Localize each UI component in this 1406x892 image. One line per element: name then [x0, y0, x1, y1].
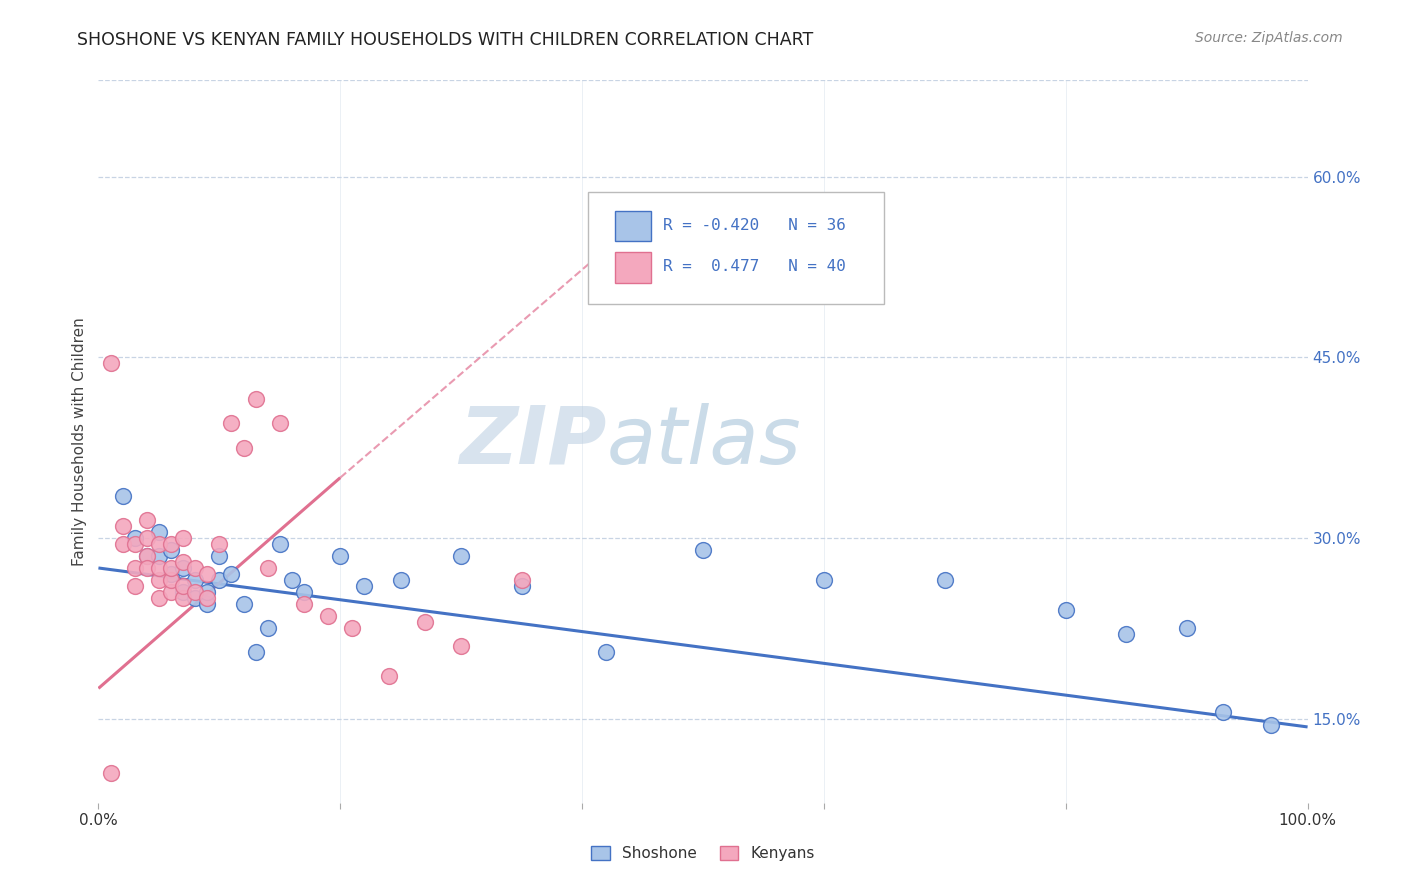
Point	[148, 561, 170, 575]
Point	[160, 585, 183, 599]
Point	[111, 489, 134, 503]
Legend: Shoshone, Kenyans: Shoshone, Kenyans	[585, 840, 821, 867]
Y-axis label: Family Households with Children: Family Households with Children	[72, 318, 87, 566]
Point	[510, 579, 533, 593]
Point	[160, 542, 183, 557]
Point	[172, 591, 194, 606]
Point	[184, 585, 207, 599]
Point	[510, 573, 533, 587]
Point	[342, 621, 364, 635]
Point	[389, 573, 412, 587]
Point	[934, 573, 956, 587]
Point	[316, 609, 339, 624]
Text: atlas: atlas	[606, 402, 801, 481]
Point	[232, 597, 254, 611]
Point	[256, 561, 278, 575]
Point	[111, 537, 134, 551]
Text: Source: ZipAtlas.com: Source: ZipAtlas.com	[1195, 31, 1343, 45]
Point	[208, 537, 231, 551]
Point	[160, 561, 183, 575]
Point	[124, 531, 146, 545]
Point	[148, 573, 170, 587]
Point	[245, 392, 267, 407]
Point	[450, 639, 472, 653]
Point	[1175, 621, 1198, 635]
Point	[281, 573, 304, 587]
Point	[221, 567, 243, 582]
Point	[450, 549, 472, 563]
Point	[1054, 603, 1077, 617]
Point	[269, 417, 291, 431]
Point	[124, 537, 146, 551]
Point	[148, 524, 170, 539]
Point	[245, 645, 267, 659]
Point	[124, 561, 146, 575]
Point	[232, 441, 254, 455]
Point	[184, 561, 207, 575]
Point	[172, 531, 194, 545]
Point	[813, 573, 835, 587]
Point	[184, 591, 207, 606]
Point	[172, 585, 194, 599]
Point	[184, 573, 207, 587]
Point	[195, 567, 218, 582]
Point	[195, 585, 218, 599]
Point	[135, 549, 157, 563]
Point	[148, 591, 170, 606]
FancyBboxPatch shape	[588, 193, 884, 304]
Point	[172, 555, 194, 569]
Point	[100, 765, 122, 780]
Point	[135, 561, 157, 575]
Point	[172, 579, 194, 593]
Point	[135, 549, 157, 563]
Point	[1260, 717, 1282, 731]
Point	[148, 549, 170, 563]
Point	[329, 549, 352, 563]
Point	[208, 573, 231, 587]
Point	[160, 573, 183, 587]
Point	[221, 417, 243, 431]
Text: SHOSHONE VS KENYAN FAMILY HOUSEHOLDS WITH CHILDREN CORRELATION CHART: SHOSHONE VS KENYAN FAMILY HOUSEHOLDS WIT…	[77, 31, 814, 49]
Point	[135, 513, 157, 527]
Point	[100, 356, 122, 370]
Point	[269, 537, 291, 551]
Point	[595, 645, 617, 659]
Point	[160, 537, 183, 551]
Point	[692, 542, 714, 557]
Bar	[614, 252, 651, 283]
Point	[292, 585, 315, 599]
Point	[353, 579, 375, 593]
Point	[195, 591, 218, 606]
Point	[195, 597, 218, 611]
Point	[172, 561, 194, 575]
Point	[111, 519, 134, 533]
Point	[124, 579, 146, 593]
Text: R =  0.477   N = 40: R = 0.477 N = 40	[664, 260, 846, 274]
Point	[160, 567, 183, 582]
Text: ZIP: ZIP	[458, 402, 606, 481]
Point	[377, 669, 399, 683]
Point	[148, 537, 170, 551]
Bar	[614, 211, 651, 242]
Point	[208, 549, 231, 563]
Point	[135, 531, 157, 545]
Point	[1212, 706, 1234, 720]
Point	[1115, 627, 1137, 641]
Point	[413, 615, 436, 630]
Point	[256, 621, 278, 635]
Text: R = -0.420   N = 36: R = -0.420 N = 36	[664, 218, 846, 233]
Point	[292, 597, 315, 611]
